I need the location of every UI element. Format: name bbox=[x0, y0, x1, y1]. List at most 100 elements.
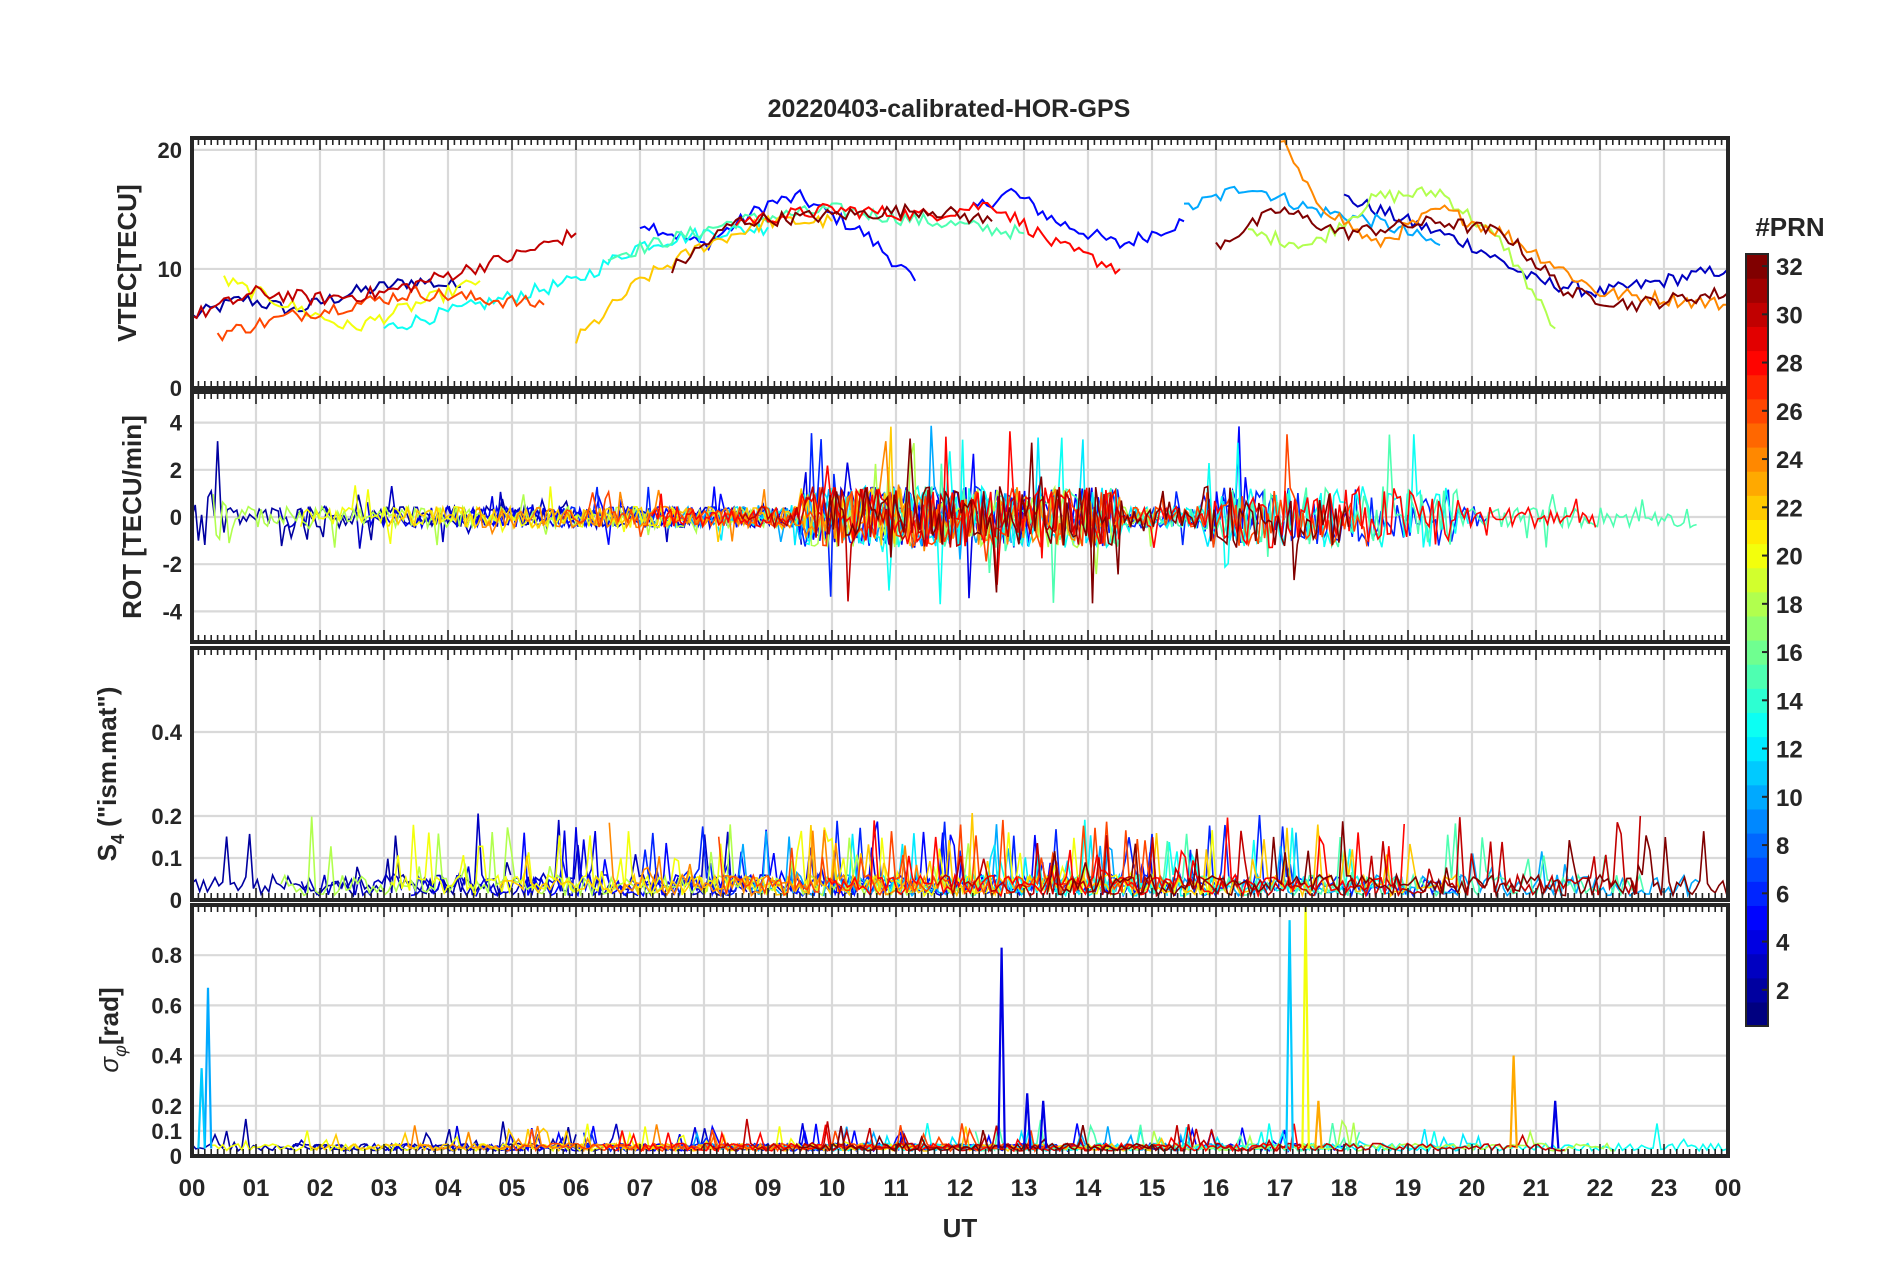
x-tick-label: 20 bbox=[1459, 1175, 1486, 1202]
rot-y-tick-label: -2 bbox=[162, 552, 182, 577]
x-tick-label: 13 bbox=[1011, 1175, 1038, 1202]
colorbar-block bbox=[1746, 471, 1768, 496]
colorbar-block bbox=[1746, 640, 1768, 665]
s4-frame bbox=[190, 646, 1730, 902]
sigphi-frame bbox=[190, 903, 1730, 1158]
s4-y-tick-label: 0.2 bbox=[151, 804, 182, 829]
colorbar-block bbox=[1746, 254, 1768, 279]
x-tick-label: 01 bbox=[243, 1175, 270, 1202]
vtec-panel: 0 10 20 VTEC[TECU] bbox=[112, 136, 1730, 401]
x-axis-label: UT bbox=[943, 1213, 978, 1243]
colorbar-tick-label: 16 bbox=[1776, 640, 1803, 667]
colorbar-label: #PRN bbox=[1755, 212, 1824, 242]
vtec-series-line bbox=[1343, 193, 1729, 299]
colorbar-block bbox=[1746, 519, 1768, 545]
colorbar-block bbox=[1746, 543, 1768, 569]
colorbar-block bbox=[1746, 688, 1768, 713]
vtec-y-tick-label: 20 bbox=[158, 138, 182, 163]
x-tick-label: 17 bbox=[1267, 1175, 1294, 1202]
colorbar-tick-label: 12 bbox=[1776, 737, 1803, 764]
rot-panel: -4 -2 0 2 4 ROT [TECU/min] bbox=[117, 390, 1730, 644]
sigphi-panel: 00.10.2 0.4 0.6 0.8 σφ[rad] bbox=[94, 903, 1730, 1169]
colorbar-block bbox=[1746, 374, 1768, 400]
colorbar-block bbox=[1746, 1001, 1768, 1027]
colorbar-block bbox=[1746, 567, 1768, 593]
x-tick-label: 07 bbox=[627, 1175, 654, 1202]
sigphi-spike bbox=[203, 987, 213, 1149]
x-tick-label: 00 bbox=[1715, 1175, 1742, 1202]
sigphi-spike bbox=[1022, 1093, 1032, 1149]
vtec-series-line bbox=[216, 285, 545, 342]
x-tick-label: 08 bbox=[691, 1175, 718, 1202]
sigphi-series bbox=[191, 904, 1727, 1154]
x-tick-label: 19 bbox=[1395, 1175, 1422, 1202]
colorbar-block bbox=[1746, 953, 1768, 979]
s4-y-tick-label: 0 bbox=[170, 888, 182, 913]
x-tick-label: 15 bbox=[1139, 1175, 1166, 1202]
rot-y-tick-labels: -4 -2 0 2 4 bbox=[162, 411, 182, 625]
rot-series-line bbox=[278, 485, 803, 549]
colorbar-block bbox=[1746, 278, 1768, 303]
vtec-series-line bbox=[575, 213, 833, 344]
colorbar-block bbox=[1746, 712, 1768, 738]
colorbar-block bbox=[1746, 736, 1768, 762]
sigphi-spike bbox=[1509, 1055, 1518, 1149]
x-tick-labels: 00 01 02 03 04 05 06 07 08 09 10 11 12 13 14 15 16 17 18 19… bbox=[179, 1175, 1742, 1202]
colorbar-blocks bbox=[1746, 254, 1768, 1027]
rot-ylabel: ROT [TECU/min] bbox=[117, 415, 147, 619]
rot-y-tick-label: 2 bbox=[170, 458, 182, 483]
rot-y-tick-label: -4 bbox=[162, 599, 182, 624]
x-tick-label: 05 bbox=[499, 1175, 526, 1202]
vtec-series-line bbox=[671, 202, 993, 274]
x-tick-label: 03 bbox=[371, 1175, 398, 1202]
colorbar-block bbox=[1746, 350, 1768, 376]
vtec-series-line bbox=[1215, 206, 1729, 314]
vtec-y-tick-label: 0 bbox=[170, 376, 182, 401]
rot-series-line bbox=[738, 486, 1121, 602]
x-tick-label: 16 bbox=[1203, 1175, 1230, 1202]
colorbar-tick-label: 28 bbox=[1776, 351, 1803, 378]
colorbar-tick-label: 20 bbox=[1776, 544, 1803, 571]
sigphi-series-line bbox=[798, 1125, 1180, 1153]
colorbar-block bbox=[1746, 398, 1768, 424]
rot-series-line bbox=[475, 441, 1140, 552]
colorbar-block bbox=[1746, 615, 1768, 641]
s4-series-line bbox=[717, 819, 1165, 897]
s4-ylabel-main: S bbox=[92, 844, 122, 861]
x-tick-label: 12 bbox=[947, 1175, 974, 1202]
colorbar-block bbox=[1746, 929, 1768, 955]
sigphi-spike bbox=[1314, 1100, 1323, 1149]
rot-y-tick-label: 0 bbox=[170, 505, 182, 530]
colorbar-block bbox=[1746, 495, 1768, 520]
colorbar-block bbox=[1746, 881, 1768, 906]
colorbar-tick-label: 32 bbox=[1776, 254, 1803, 281]
colorbar-tick-label: 6 bbox=[1776, 881, 1789, 908]
sigphi-y-tick-label: 0 bbox=[170, 1144, 182, 1169]
rot-y-tick-label: 4 bbox=[170, 411, 183, 436]
x-tick-label: 11 bbox=[883, 1175, 908, 1202]
chart-title: 20220403-calibrated-HOR-GPS bbox=[768, 95, 1131, 123]
s4-series bbox=[191, 812, 1728, 899]
colorbar-tick-label: 4 bbox=[1776, 930, 1790, 957]
colorbar-block bbox=[1746, 808, 1768, 834]
s4-series-line bbox=[1046, 821, 1728, 899]
sigphi-ylabel-sub: φ bbox=[110, 1045, 130, 1057]
s4-ylabel-rest: ("ism.mat") bbox=[92, 687, 122, 834]
sigphi-ylabel-rest: [rad] bbox=[94, 987, 124, 1045]
sigphi-spike bbox=[1550, 1100, 1560, 1149]
colorbar-block bbox=[1746, 857, 1768, 882]
sigphi-y-tick-label: 0.1 bbox=[151, 1119, 182, 1144]
s4-ylabel: S4 ("ism.mat") bbox=[92, 687, 128, 862]
rot-series-line bbox=[826, 438, 1350, 604]
x-tick-label: 04 bbox=[435, 1175, 462, 1202]
colorbar-tick-label: 14 bbox=[1776, 688, 1803, 715]
vtec-series-line bbox=[191, 228, 577, 320]
colorbar-tick-label: 18 bbox=[1776, 592, 1803, 619]
sigphi-ylabel: σφ[rad] bbox=[94, 987, 130, 1072]
colorbar-block bbox=[1746, 447, 1768, 472]
x-tick-label: 09 bbox=[755, 1175, 782, 1202]
sigphi-y-tick-label: 0.6 bbox=[151, 993, 182, 1018]
x-tick-label: 10 bbox=[819, 1175, 846, 1202]
